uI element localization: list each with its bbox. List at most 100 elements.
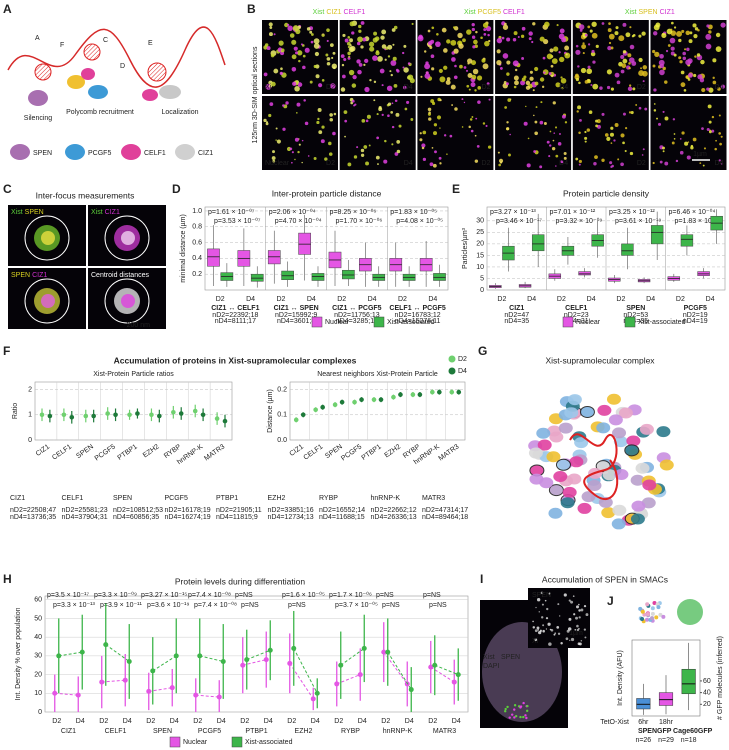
x-tick-label: D4 [170, 718, 179, 725]
signal [640, 67, 643, 70]
signal [472, 68, 479, 75]
legend-swatch [169, 736, 181, 748]
x-tick-label: D4 [368, 296, 377, 303]
signal [601, 112, 605, 116]
signal [554, 632, 557, 635]
signal [446, 39, 451, 44]
signal [265, 122, 269, 126]
header-word: Xist [625, 9, 637, 16]
signal [706, 87, 710, 91]
protein-blob [579, 405, 595, 418]
y-tick-label: 0.6 [192, 239, 202, 246]
signal [275, 127, 278, 130]
signal [377, 56, 383, 62]
signal [573, 613, 576, 616]
panel-label: C [3, 182, 12, 196]
signal [390, 60, 397, 66]
legend-label: Nuclear [183, 739, 208, 746]
group-label: PCGF5 [684, 305, 707, 312]
signal [341, 63, 345, 67]
signal [532, 89, 535, 92]
x-tick-label: CELF1 [51, 443, 73, 461]
signal [451, 104, 454, 106]
signal [398, 124, 402, 128]
signal [365, 161, 369, 166]
signal [549, 48, 554, 53]
signal [291, 67, 297, 72]
signal [534, 638, 538, 642]
protein-blob [602, 469, 617, 481]
signal [584, 33, 588, 37]
point [267, 647, 273, 653]
signal [531, 40, 534, 44]
signal [717, 87, 721, 91]
signal [610, 46, 614, 50]
p-value: p=NS [429, 602, 447, 609]
signal [393, 25, 398, 30]
signal [701, 87, 706, 93]
signal [553, 46, 559, 52]
signal [317, 117, 320, 121]
signal [609, 161, 613, 165]
signal [536, 626, 540, 630]
signal [266, 46, 271, 51]
signal [601, 158, 605, 162]
point [52, 690, 58, 696]
signal [463, 101, 466, 104]
signal [576, 624, 579, 628]
signal [270, 53, 275, 58]
cage-icon [661, 614, 666, 619]
signal [653, 88, 657, 92]
signal [578, 616, 581, 619]
tile-label: Centroid distances [91, 272, 149, 279]
cage-icon [658, 612, 663, 617]
signal [525, 105, 527, 108]
y-tick-label: 15 [476, 252, 484, 259]
n-label: nD2=53 [623, 312, 648, 319]
signal [458, 43, 464, 49]
panel-label: D [172, 182, 181, 196]
point [146, 688, 152, 694]
signal [269, 102, 274, 106]
signal [506, 60, 511, 65]
trend [387, 651, 412, 690]
signal [407, 62, 411, 65]
signal [389, 70, 392, 73]
signal [582, 42, 585, 45]
p-value: p=3.5 × 10⁻¹⁷ [47, 592, 90, 599]
cage-icon [650, 611, 655, 616]
signal [342, 33, 346, 38]
legend-swatch [121, 144, 141, 160]
n-label: n=29 [658, 737, 674, 744]
signal [369, 46, 375, 52]
signal [449, 134, 453, 138]
p-value: p=1.83 × 10⁻⁰⁵ [390, 208, 437, 216]
chart-title: Protein particle density [563, 188, 650, 198]
signal [584, 130, 587, 134]
n-label: nD2=16178;19 [165, 507, 211, 514]
signal [441, 27, 447, 33]
signal [629, 26, 632, 29]
point [357, 672, 363, 678]
signal [544, 21, 550, 28]
signal [519, 715, 522, 719]
site-label: A [35, 35, 40, 42]
signal [328, 152, 333, 156]
signal [474, 134, 477, 137]
box [207, 248, 220, 267]
signal [513, 716, 516, 719]
n-label: nD2=22392;18 [212, 312, 258, 319]
signal [568, 599, 571, 602]
signal [682, 51, 686, 56]
x-tick-label: D4 [527, 296, 536, 303]
signal [591, 32, 598, 39]
signal [461, 98, 464, 101]
signal [430, 54, 435, 59]
group-label: CIZ1 ↔ PCGF5 [332, 305, 382, 312]
signal [354, 103, 357, 106]
cage-icon [650, 606, 655, 611]
signal [706, 127, 710, 132]
signal [534, 81, 539, 86]
legend-swatch [231, 736, 243, 748]
